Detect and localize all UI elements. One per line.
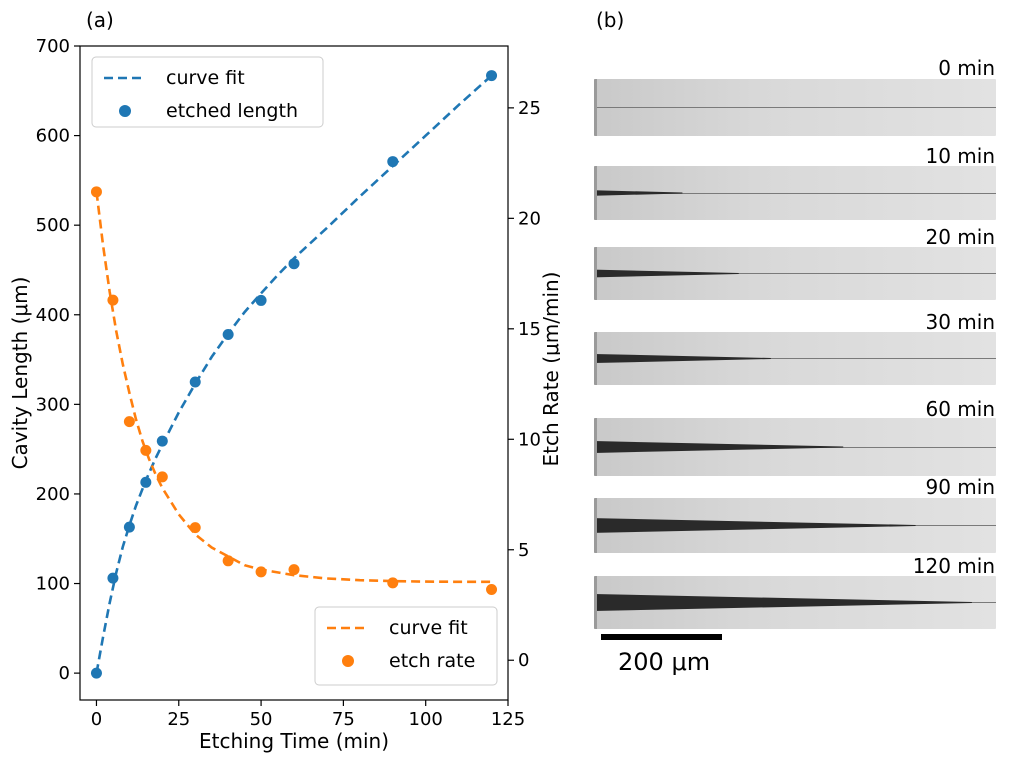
data-point-left [123,521,135,533]
cavity-wedge [594,353,771,364]
etched-cavity [594,190,683,196]
cavity-wedge [594,441,844,453]
micrograph-time-label: 0 min [938,56,995,80]
micrograph-time-label: 20 min [925,225,995,249]
data-point-left [140,476,152,488]
x-tick-label: 25 [167,709,190,730]
fiber-end-face [594,576,597,629]
etched-cavity [594,269,739,278]
data-point-right [189,522,201,534]
etched-cavity [594,593,972,612]
y2-tick-label: 20 [518,208,541,229]
micrograph-image [594,166,996,220]
micrograph-time-label: 120 min [912,554,995,578]
legend-dot-marker [342,655,354,667]
data-point-right [255,566,267,578]
micrograph-image [594,498,996,553]
cavity-wedge [594,269,739,278]
fiber-end-face [594,247,597,300]
data-point-left [486,70,498,82]
y-tick-label: 500 [36,215,70,236]
micrograph-image [594,79,996,136]
legend-entry: etch rate [389,650,475,672]
cavity-wedge [594,593,972,612]
x-axis-label: Etching Time (min) [199,729,389,753]
micrograph-image [594,418,996,476]
micrograph-time-label: 10 min [925,144,995,168]
y2-axis-label: Etch Rate (μm/min) [539,272,560,467]
legend-box-right [314,606,498,686]
panel-a-label: (a) [86,8,114,32]
y-tick-label: 300 [36,394,70,415]
data-point-left [107,572,119,584]
y-tick-label: 600 [36,126,70,147]
fiber-core-line [594,192,996,194]
micrograph-image [594,247,996,300]
fiber-end-face [594,498,597,553]
y-tick-label: 100 [36,574,70,595]
legend-entry: etched length [166,100,298,122]
etched-cavity [594,441,844,453]
y-tick-label: 200 [36,484,70,505]
y2-tick-label: 5 [518,540,529,561]
scale-bar [601,634,722,640]
data-point-left [222,328,234,340]
fiber-core-line [594,273,996,274]
data-point-left [156,435,168,447]
micrograph-image [594,332,996,385]
plot-frame [79,45,509,701]
y2-tick-label: 0 [518,650,529,671]
x-tick-label: 100 [409,709,443,730]
cavity-wedge [594,190,683,196]
data-point-left [189,376,201,388]
x-tick-label: 75 [332,709,355,730]
fit-line-left [95,74,493,674]
fit-line-right [95,191,492,584]
x-tick-label: 125 [491,709,525,730]
data-point-right [140,444,152,456]
data-point-right [107,294,119,306]
legend-box-left [91,56,324,128]
etched-cavity [594,353,771,364]
etched-cavity [594,518,916,533]
panel-b-label: (b) [596,8,625,32]
legend-dot-marker [119,105,131,117]
fiber-core-line [594,107,996,108]
data-point-left [90,667,102,679]
etch-chart: 0 25 50 75 100 125 0 100 200 300 400 500 600 700 0 5 10 1… [8,36,560,753]
data-point-right [288,564,300,576]
fiber-end-face [594,79,597,136]
y-tick-label: 700 [36,36,70,57]
data-point-left [288,258,300,270]
data-point-right [222,555,234,567]
micrograph-time-label: 90 min [925,475,995,499]
micrograph-time-label: 60 min [925,397,995,421]
scale-bar-label: 200 μm [618,648,711,676]
data-point-right [156,471,168,483]
x-tick-label: 50 [250,709,273,730]
cavity-wedge [594,518,916,533]
y2-tick-label: 10 [518,429,541,450]
x-tick-label: 0 [91,709,102,730]
data-point-right [123,416,135,428]
data-point-right [486,584,498,596]
y2-tick-label: 15 [518,319,541,340]
data-point-left [387,156,399,168]
legend-entry: curve fit [166,67,245,89]
fiber-end-face [594,332,597,385]
fiber-core-line [594,358,996,359]
fiber-end-face [594,166,597,220]
y-tick-label: 400 [36,305,70,326]
fiber-end-face [594,418,597,476]
y-axis-label: Cavity Length (μm) [8,277,32,470]
micrograph-image [594,576,996,629]
data-point-left [255,294,267,306]
legend-entry: curve fit [389,617,468,639]
data-point-right [90,186,102,198]
data-point-right [387,577,399,589]
y-tick-label: 0 [59,663,70,684]
micrograph-time-label: 30 min [925,310,995,334]
y2-tick-label: 25 [518,98,541,119]
